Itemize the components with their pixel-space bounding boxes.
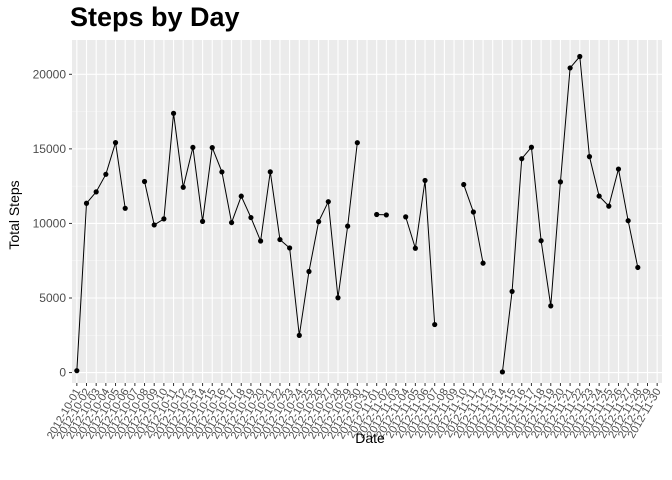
data-point	[238, 193, 244, 199]
data-point	[412, 245, 418, 251]
data-point	[112, 140, 119, 146]
data-point	[345, 223, 351, 229]
data-point	[586, 154, 593, 160]
data-point	[567, 65, 573, 71]
data-point	[190, 144, 196, 151]
data-point	[141, 178, 148, 185]
data-point	[199, 218, 206, 224]
data-point	[625, 218, 631, 224]
y-tick-label: 10000	[33, 216, 67, 230]
data-point	[306, 268, 312, 275]
data-point	[519, 156, 525, 162]
y-tick-label: 15000	[33, 142, 67, 156]
data-point	[219, 169, 225, 175]
data-point	[422, 177, 428, 184]
data-point	[509, 288, 515, 295]
data-point	[151, 222, 157, 228]
data-point	[403, 214, 409, 220]
data-point	[432, 321, 438, 328]
series-line-segment	[405, 180, 436, 325]
y-tick-label: 5000	[39, 291, 66, 305]
data-point	[209, 145, 215, 151]
data-point	[528, 144, 535, 150]
data-point	[316, 219, 322, 225]
data-point	[180, 184, 186, 190]
series-line-segment	[76, 142, 126, 371]
data-point	[538, 238, 544, 244]
data-point	[480, 260, 486, 266]
data-point	[383, 212, 389, 218]
data-point	[461, 181, 467, 188]
data-point	[170, 110, 177, 116]
data-point	[606, 203, 612, 209]
data-point	[325, 199, 331, 205]
data-point	[93, 189, 99, 195]
data-point	[296, 332, 302, 338]
data-point	[548, 303, 554, 309]
data-point	[83, 200, 90, 206]
y-tick-label: 20000	[33, 67, 67, 81]
data-point	[354, 140, 360, 146]
data-point	[596, 193, 602, 199]
data-point	[287, 245, 293, 251]
data-point	[248, 214, 254, 221]
x-axis-title: Date	[355, 430, 385, 446]
data-point	[161, 216, 167, 222]
chart-title: Steps by Day	[70, 2, 240, 32]
data-point	[258, 238, 264, 244]
x-axis: 2012-10-012012-10-022012-10-032012-10-04…	[45, 383, 664, 441]
data-point	[499, 369, 506, 375]
y-axis-title: Total Steps	[6, 180, 22, 249]
y-axis: 0 5000 10000 15000 20000	[33, 67, 72, 380]
series-steps	[74, 53, 641, 375]
data-point	[557, 179, 564, 185]
data-point	[103, 171, 109, 177]
data-point	[470, 209, 476, 215]
data-point	[374, 211, 380, 218]
data-point	[635, 264, 641, 271]
data-point	[277, 236, 283, 243]
data-point	[228, 219, 235, 226]
data-point	[122, 205, 128, 211]
data-point	[267, 169, 273, 175]
data-point	[577, 53, 583, 60]
data-point	[335, 295, 341, 301]
data-point	[74, 368, 80, 374]
data-point	[615, 166, 622, 172]
y-tick-label: 0	[59, 366, 66, 380]
